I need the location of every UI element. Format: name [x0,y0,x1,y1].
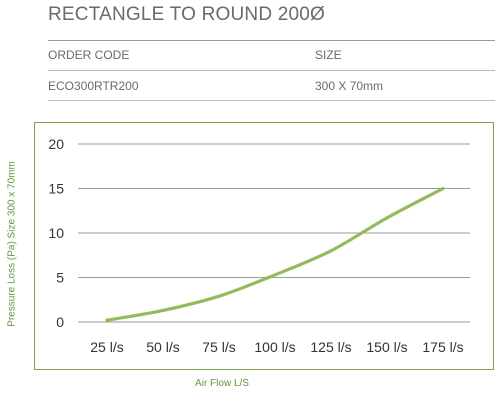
data-point-3 [217,294,221,298]
data-point-4 [273,273,277,277]
y-tick-label: 15 [48,181,64,197]
x-tick-label: 75 l/s [202,339,235,355]
data-point-1 [105,318,109,322]
x-tick-label: 100 l/s [254,339,295,355]
y-tick-label: 10 [48,225,64,241]
order-code-cell: ECO300RTR200 [48,79,139,93]
data-point-5 [329,249,333,253]
page-title: RECTANGLE TO ROUND 200Ø [48,4,326,25]
y-tick-label: 20 [48,136,64,152]
data-point-7 [441,186,445,191]
x-axis-label: Air Flow L/S [195,378,249,389]
x-tick-label: 50 l/s [146,339,179,355]
size-cell: 300 X 70mm [315,79,384,93]
y-tick-label: 5 [56,270,64,286]
column-header-order-code: ORDER CODE [48,48,130,62]
x-tick-label: 175 l/s [422,339,463,355]
table-top-rule [48,40,495,41]
column-header-size: SIZE [315,48,342,62]
data-point-6 [385,216,389,220]
table-header-rule [48,70,495,71]
x-tick-label: 150 l/s [366,339,407,355]
data-point-2 [161,308,165,313]
x-tick-label: 125 l/s [310,339,351,355]
y-tick-label: 0 [56,314,64,330]
x-tick-label: 25 l/s [90,339,123,355]
table-bottom-rule [48,100,495,101]
chart-frame [34,122,494,370]
series-line [105,186,445,322]
